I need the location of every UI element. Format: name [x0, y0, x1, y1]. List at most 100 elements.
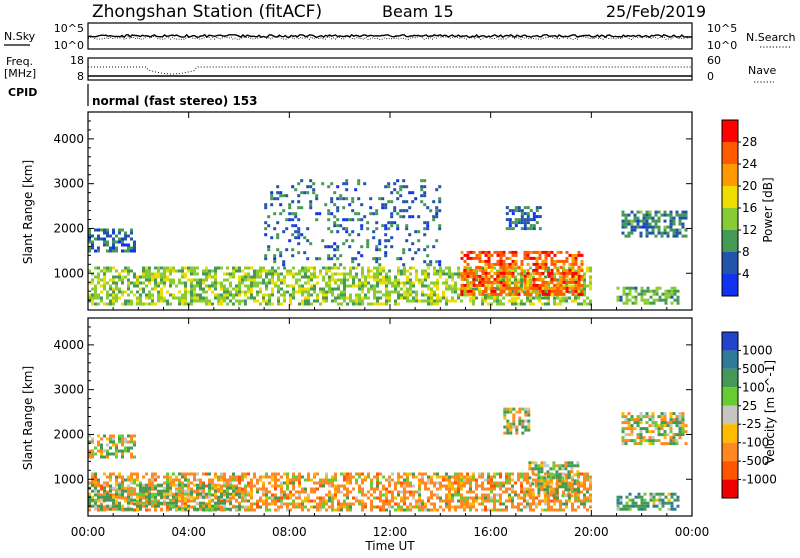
data-cell [424, 487, 427, 491]
data-cell [663, 433, 667, 437]
data-cell [514, 262, 518, 266]
data-cell [589, 481, 592, 485]
data-cell [487, 478, 490, 482]
data-cell [361, 302, 364, 306]
data-cell [496, 271, 500, 275]
data-cell [355, 284, 358, 288]
data-cell [88, 240, 91, 244]
data-cell [271, 281, 274, 285]
data-cell [127, 246, 130, 250]
data-cell [328, 481, 331, 485]
data-cell [273, 212, 277, 216]
data-cell [220, 492, 223, 496]
data-cell [514, 275, 517, 279]
data-cell [484, 496, 487, 500]
data-cell [109, 478, 112, 482]
data-cell [334, 472, 337, 476]
data-cell [277, 508, 280, 512]
data-cell [409, 472, 412, 476]
data-cell [253, 269, 256, 273]
data-cell [448, 266, 451, 270]
data-cell [541, 259, 545, 263]
data-cell [163, 278, 166, 282]
data-cell [232, 302, 235, 306]
data-cell [175, 504, 178, 508]
data-cell [397, 281, 400, 285]
data-cell [295, 478, 298, 482]
data-cell [537, 482, 541, 486]
data-cell [331, 499, 334, 503]
data-cell [496, 484, 499, 488]
data-cell [460, 478, 463, 482]
data-cell [667, 507, 671, 511]
data-cell [628, 492, 632, 496]
data-cell [286, 472, 289, 476]
data-cell [657, 216, 661, 220]
data-cell [244, 299, 247, 303]
data-cell [532, 478, 535, 482]
data-cell [202, 287, 205, 291]
data-cell [535, 505, 538, 509]
data-cell [583, 275, 586, 279]
data-cell [451, 299, 454, 303]
data-cell [526, 281, 529, 285]
data-cell [451, 475, 454, 479]
data-cell [370, 505, 373, 509]
data-cell [445, 472, 448, 476]
data-cell [226, 483, 229, 487]
data-cell [241, 487, 244, 491]
data-cell [106, 281, 109, 285]
data-cell [241, 290, 244, 294]
data-cell [187, 493, 190, 497]
data-cell [469, 268, 473, 272]
data-cell [190, 302, 193, 306]
data-cell [543, 464, 547, 468]
data-cell [676, 295, 680, 299]
data-cell [672, 436, 676, 440]
data-cell [148, 508, 151, 512]
data-cell [360, 218, 364, 222]
data-cell [288, 239, 292, 243]
data-cell [103, 449, 106, 453]
data-cell [514, 490, 517, 494]
data-cell [109, 475, 112, 479]
data-cell [331, 290, 334, 294]
data-cell [289, 508, 292, 512]
data-cell [340, 505, 343, 509]
x-tick-label: 20:00 [574, 525, 609, 539]
colorbar-tick-label: -100 [742, 436, 769, 450]
nsky-frame [87, 22, 693, 50]
data-region [460, 250, 584, 296]
data-cell [148, 484, 151, 488]
data-cell [283, 281, 286, 285]
data-cell [169, 475, 172, 479]
data-cell [511, 472, 514, 476]
data-cell [139, 507, 142, 511]
data-cell [312, 191, 316, 195]
data-cell [684, 216, 688, 220]
data-cell [484, 286, 488, 290]
data-cell [277, 499, 280, 503]
data-cell [280, 278, 283, 282]
data-cell [241, 475, 244, 479]
data-cell [241, 505, 244, 509]
data-cell [379, 481, 382, 485]
data-cell [121, 496, 124, 500]
data-cell [241, 490, 244, 494]
data-cell [244, 272, 247, 276]
data-cell [544, 265, 548, 269]
data-cell [524, 428, 528, 432]
data-cell [115, 287, 118, 291]
data-cell [574, 269, 577, 273]
data-cell [529, 292, 533, 296]
data-cell [505, 271, 509, 275]
colorbar-swatch [722, 186, 738, 208]
data-cell [357, 251, 361, 255]
data-cell [285, 194, 289, 198]
data-cell [391, 496, 394, 500]
data-cell [208, 272, 211, 276]
data-cell [514, 224, 518, 228]
data-cell [506, 419, 510, 423]
data-cell [624, 222, 628, 226]
data-cell [268, 293, 271, 297]
